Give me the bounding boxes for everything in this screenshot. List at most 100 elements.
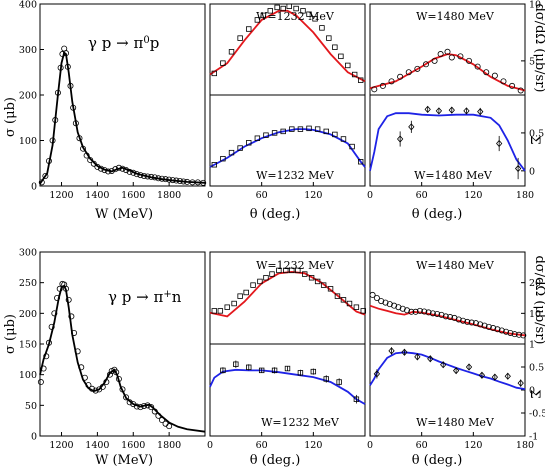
data-point-6-20: [340, 297, 347, 303]
data-point-0-27: [123, 167, 130, 174]
bottom-right-x-axis-label: θ (deg.): [412, 453, 463, 468]
data-point-0-28: [126, 168, 133, 175]
y-tick-label-0-0: 0: [31, 182, 37, 193]
data-point-9-11: [517, 379, 524, 387]
data-point-1-21: [357, 77, 364, 83]
data-point-5-14: [74, 348, 81, 355]
data-point-5-32: [133, 403, 140, 410]
data-point-5-13: [71, 329, 78, 336]
data-point-5-3: [45, 339, 52, 346]
data-point-6-15: [308, 275, 315, 281]
data-point-4-2: [424, 105, 431, 114]
data-point-2-6: [422, 61, 429, 68]
right-tick-label-7-0: 20: [529, 278, 541, 289]
data-point-5-22: [103, 379, 110, 386]
data-point-2-16: [500, 78, 507, 85]
top-reaction-label: γ p → π0p: [88, 34, 159, 52]
data-point-3-13: [323, 128, 329, 135]
data-point-5-33: [137, 404, 144, 411]
data-point-2-9: [444, 48, 451, 55]
bottom-reaction-label: γ p → π+n: [108, 288, 182, 306]
right-tick-label-4-0: 0.5: [529, 128, 544, 139]
y-tick-label-0-3: 300: [19, 45, 37, 56]
data-point-0-32: [141, 172, 148, 179]
y-tick-label-5-0: 0: [31, 432, 37, 443]
data-point-7-4: [386, 301, 393, 308]
x-tick-label-4-2: 120: [464, 190, 482, 201]
data-point-0-30: [133, 171, 140, 178]
data-point-0-14: [76, 135, 83, 142]
data-point-1-0: [211, 70, 218, 77]
x-tick-label-4-3: 180: [516, 190, 534, 201]
data-point-3-3: [237, 145, 243, 151]
data-point-0-47: [200, 179, 207, 186]
data-point-7-0: [369, 291, 376, 298]
x-tick-label-0-1: 1400: [85, 190, 109, 201]
data-point-5-41: [166, 423, 173, 430]
data-point-6-11: [283, 267, 289, 274]
data-point-5-39: [158, 417, 165, 424]
bottom-left-x-axis-label: W (MeV): [95, 453, 153, 468]
data-point-1-11: [293, 5, 299, 12]
data-point-0-36: [155, 175, 162, 182]
data-point-0-31: [137, 172, 144, 179]
panel-frame-8: [209, 343, 366, 437]
data-point-2-3: [397, 73, 404, 80]
model-curve-6: [209, 270, 366, 318]
model-curve-2: [369, 53, 526, 92]
data-point-4-5: [463, 107, 470, 115]
data-point-6-8: [263, 275, 269, 281]
panel-label-top-mid-upper: W=1232 MeV: [256, 10, 335, 23]
data-point-8-10: [353, 396, 360, 402]
x-tick-label-0-3: 1800: [157, 190, 181, 201]
data-point-0-23: [108, 167, 115, 174]
data-point-0-12: [70, 104, 77, 111]
data-point-4-8: [514, 164, 522, 173]
data-point-8-8: [323, 376, 329, 382]
data-point-5-11: [65, 296, 72, 303]
data-point-0-35: [151, 174, 158, 181]
y-tick-label-5-4: 200: [19, 309, 37, 320]
data-point-5-30: [126, 399, 133, 406]
right-tick-label-4-1: 0: [529, 166, 535, 177]
data-point-7-2: [378, 298, 385, 305]
x-tick-label-9-3: 180: [516, 440, 534, 451]
data-point-8-5: [284, 365, 291, 372]
data-point-5-16: [81, 374, 88, 381]
bottom-right-dsig-label: dσ/dΩ (μb/sr): [532, 256, 545, 345]
data-point-0-10: [64, 63, 71, 70]
data-point-5-24: [108, 367, 115, 374]
y-tick-label-5-5: 250: [19, 278, 37, 289]
y-tick-label-0-2: 200: [19, 91, 37, 102]
data-point-5-38: [155, 412, 162, 419]
data-point-6-6: [250, 282, 256, 288]
right-tick-label-9-2: 0: [529, 386, 535, 397]
right-tick-label-9-3: -0.5: [529, 409, 545, 420]
data-point-1-9: [280, 5, 286, 12]
data-point-7-23: [468, 319, 475, 326]
data-point-5-27: [115, 375, 122, 382]
panel-label-bot-mid-lower: W=1232 MeV: [261, 416, 340, 429]
panel-label-top-mid-lower: W=1232 MeV: [256, 169, 335, 182]
data-point-5-10: [63, 285, 70, 292]
data-point-9-3: [414, 353, 421, 361]
panel-label-top-right-upper: W=1480 MeV: [416, 10, 495, 23]
data-point-7-8: [404, 307, 411, 314]
bottom-right-sigma-asym-label: Σ: [527, 389, 542, 398]
x-tick-label-9-2: 120: [464, 440, 482, 451]
data-point-7-17: [442, 313, 449, 320]
data-point-0-3: [49, 137, 56, 144]
data-point-8-4: [271, 367, 278, 374]
data-point-7-21: [459, 317, 466, 324]
data-point-3-2: [228, 149, 235, 156]
data-point-1-14: [312, 16, 318, 22]
right-tick-label-2-1: 5: [529, 56, 535, 67]
data-point-7-19: [451, 314, 458, 321]
x-tick-label-5-3: 1800: [157, 440, 181, 451]
right-tick-label-9-4: -1: [529, 432, 538, 443]
data-point-3-8: [280, 128, 286, 135]
data-point-8-9: [336, 379, 342, 385]
data-point-6-16: [314, 278, 321, 285]
data-point-3-15: [340, 136, 347, 142]
data-point-1-15: [319, 25, 325, 31]
